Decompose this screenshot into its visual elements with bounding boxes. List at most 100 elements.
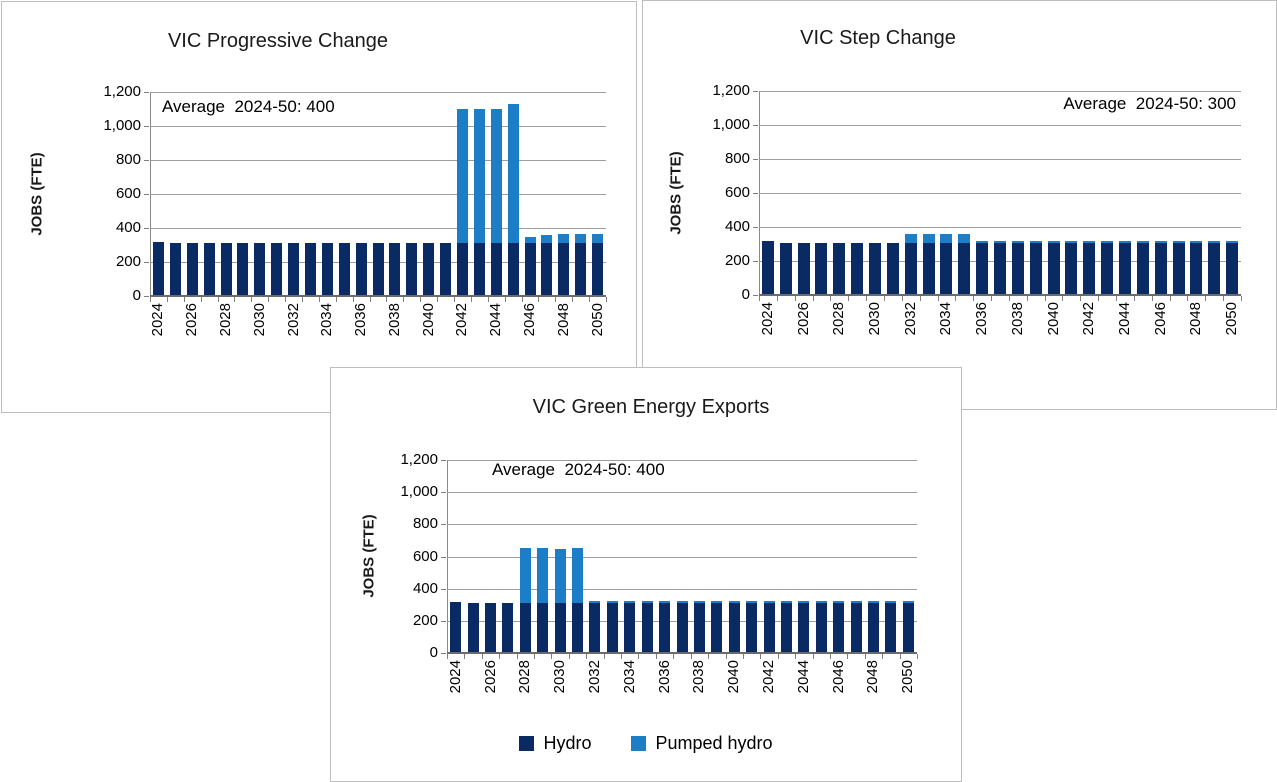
gridline — [150, 160, 606, 161]
y-tick-label: 1,000 — [103, 117, 141, 134]
x-axis-tick — [606, 297, 607, 302]
x-axis-tick — [621, 654, 622, 659]
x-tick-label: 2036 — [656, 660, 673, 694]
bar-hydro-2026 — [798, 243, 810, 295]
y-tick-label: 0 — [132, 287, 141, 304]
x-tick-label: 2024 — [447, 660, 464, 694]
bar-hydro-2025 — [468, 603, 479, 653]
chart-panel-step-change: VIC Step Change Average 2024-50: 300 JOB… — [642, 0, 1277, 410]
bar-pumped-hydro-2033 — [607, 601, 618, 603]
bar-hydro-2030 — [869, 243, 881, 295]
bar-pumped-hydro-2047 — [1173, 241, 1185, 243]
bar-pumped-hydro-2048 — [868, 601, 879, 603]
bar-hydro-2033 — [305, 243, 316, 296]
bar-hydro-2043 — [781, 603, 792, 653]
x-axis-tick — [813, 654, 814, 659]
bar-hydro-2042 — [457, 243, 468, 296]
bar-hydro-2049 — [1208, 243, 1220, 295]
bar-pumped-hydro-2040 — [729, 601, 740, 603]
x-axis-tick — [973, 296, 974, 301]
bar-pumped-hydro-2044 — [491, 109, 502, 243]
bar-pumped-hydro-2039 — [711, 601, 722, 603]
bar-hydro-2031 — [572, 603, 583, 653]
x-axis-tick — [517, 654, 518, 659]
bar-hydro-2026 — [485, 603, 496, 653]
x-axis-tick — [234, 297, 235, 302]
x-axis-tick — [759, 296, 760, 301]
x-tick-label: 2026 — [795, 302, 812, 336]
pumped-hydro-swatch-icon — [631, 736, 647, 751]
x-tick-label: 2038 — [1009, 302, 1026, 336]
legend-item-hydro: Hydro — [519, 733, 591, 754]
bar-hydro-2048 — [1190, 243, 1202, 295]
bar-hydro-2036 — [976, 243, 988, 295]
gridline — [447, 524, 917, 525]
gridline — [150, 92, 606, 93]
x-tick-label: 2032 — [902, 302, 919, 336]
bar-hydro-2040 — [1048, 243, 1060, 295]
bar-hydro-2037 — [677, 603, 688, 653]
y-axis-tick — [441, 557, 446, 558]
bar-hydro-2027 — [502, 603, 513, 653]
bar-pumped-hydro-2041 — [1065, 241, 1077, 243]
x-axis-tick — [302, 297, 303, 302]
y-axis-tick — [753, 261, 758, 262]
y-tick-label: 800 — [115, 151, 141, 168]
x-axis-tick — [1134, 296, 1135, 301]
x-axis-tick — [167, 297, 168, 302]
x-tick-label: 2030 — [551, 660, 568, 694]
bar-hydro-2040 — [423, 243, 434, 296]
y-axis-tick — [144, 194, 149, 195]
x-tick-label: 2028 — [516, 660, 533, 694]
bar-pumped-hydro-2046 — [525, 237, 536, 243]
x-axis-tick — [777, 296, 778, 301]
y-axis-tick — [441, 589, 446, 590]
y-tick-label: 1,000 — [712, 116, 750, 133]
x-tick-label: 2038 — [690, 660, 707, 694]
y-axis-tick — [753, 193, 758, 194]
chart-title: VIC Progressive Change — [167, 30, 389, 52]
x-axis-tick — [884, 296, 885, 301]
x-axis-tick — [830, 654, 831, 659]
bar-hydro-2050 — [1226, 243, 1238, 295]
bar-hydro-2040 — [729, 603, 740, 653]
bar-hydro-2049 — [575, 243, 586, 296]
x-axis-tick — [572, 297, 573, 302]
x-axis-tick — [268, 297, 269, 302]
x-tick-label: 2032 — [586, 660, 603, 694]
x-axis-tick — [538, 297, 539, 302]
bar-hydro-2030 — [254, 243, 265, 296]
bar-pumped-hydro-2035 — [642, 601, 653, 603]
bar-pumped-hydro-2045 — [816, 601, 827, 603]
y-tick-label: 600 — [412, 548, 438, 565]
x-axis-line — [447, 652, 917, 654]
x-axis-tick — [865, 654, 866, 659]
x-tick-label: 2048 — [864, 660, 881, 694]
bar-hydro-2038 — [694, 603, 705, 653]
bar-hydro-2028 — [520, 603, 531, 653]
bar-hydro-2031 — [271, 243, 282, 296]
x-axis-tick — [447, 654, 448, 659]
bar-pumped-hydro-2047 — [541, 235, 552, 243]
bar-pumped-hydro-2049 — [575, 234, 586, 243]
bar-hydro-2033 — [607, 603, 618, 653]
x-axis-tick — [708, 654, 709, 659]
average-annotation: Average 2024-50: 400 — [492, 460, 665, 479]
y-axis-tick — [144, 296, 149, 297]
y-axis-tick — [441, 524, 446, 525]
bar-pumped-hydro-2034 — [624, 601, 635, 603]
bar-pumped-hydro-2044 — [798, 601, 809, 603]
x-axis-tick — [1045, 296, 1046, 301]
bar-pumped-hydro-2045 — [1137, 241, 1149, 243]
x-axis-tick — [813, 296, 814, 301]
x-axis-tick — [1241, 296, 1242, 301]
x-axis-tick — [370, 297, 371, 302]
bar-hydro-2041 — [746, 603, 757, 653]
bar-hydro-2045 — [816, 603, 827, 653]
bar-hydro-2029 — [851, 243, 863, 295]
x-axis-tick — [420, 297, 421, 302]
gridline — [447, 460, 917, 461]
x-axis-tick — [471, 297, 472, 302]
gridline — [759, 227, 1241, 228]
x-axis-tick — [488, 297, 489, 302]
